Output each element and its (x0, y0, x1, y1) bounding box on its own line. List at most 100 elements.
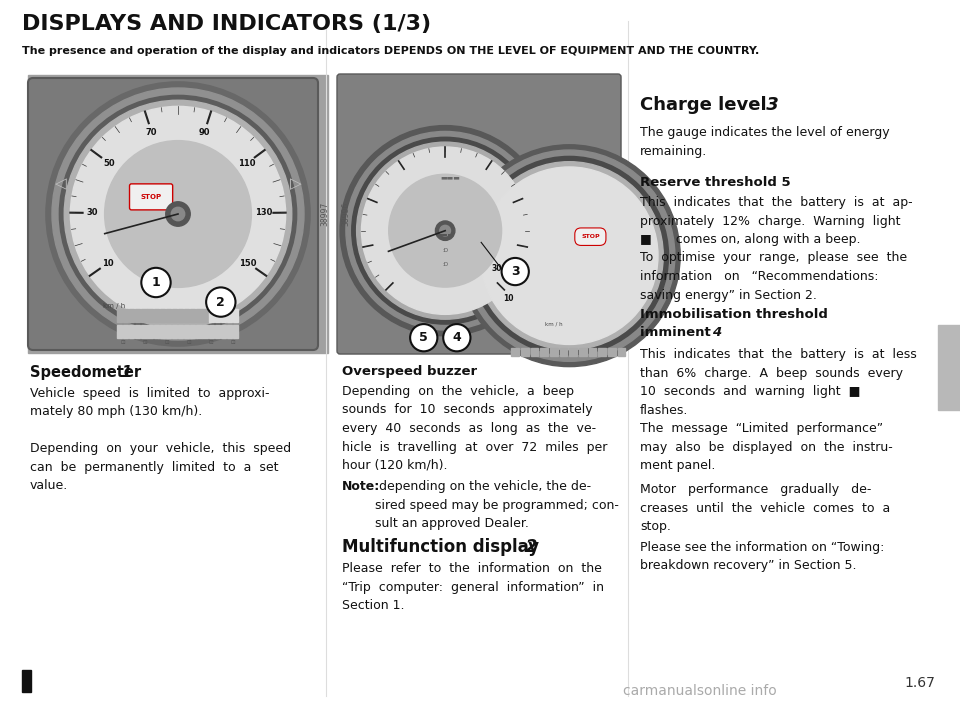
Circle shape (171, 207, 184, 221)
Text: km / h: km / h (104, 302, 126, 309)
Circle shape (46, 82, 310, 346)
Text: 1: 1 (121, 365, 132, 380)
Circle shape (475, 162, 663, 350)
Circle shape (166, 202, 190, 226)
Bar (178, 325, 183, 337)
FancyBboxPatch shape (130, 184, 173, 210)
Bar (166, 310, 171, 322)
Circle shape (141, 268, 171, 297)
Bar (203, 325, 207, 337)
Text: ▬▬▬: ▬▬▬ (440, 174, 460, 180)
Text: The presence and operation of the display and indicators DEPENDS ON THE LEVEL OF: The presence and operation of the displa… (22, 46, 759, 56)
Bar (215, 325, 220, 337)
Text: ▷: ▷ (290, 176, 301, 191)
Text: Immobilisation threshold: Immobilisation threshold (640, 308, 828, 321)
Text: Charge level: Charge level (640, 96, 767, 114)
Text: 3: 3 (760, 96, 779, 114)
Bar (184, 310, 189, 322)
Bar (141, 325, 147, 337)
Circle shape (501, 258, 529, 285)
Bar (135, 310, 140, 322)
Text: ⊡: ⊡ (230, 340, 235, 345)
Bar (190, 310, 196, 322)
Text: ⊡: ⊡ (143, 340, 147, 345)
Text: 3: 3 (511, 265, 519, 278)
Text: 30: 30 (492, 264, 502, 273)
Bar (550, 348, 558, 356)
Text: 4: 4 (712, 326, 721, 339)
Circle shape (52, 88, 304, 340)
Bar (28, 75, 328, 353)
Bar (221, 325, 226, 337)
Bar (184, 325, 189, 337)
Circle shape (436, 221, 455, 241)
Text: 2: 2 (520, 538, 538, 556)
Bar (154, 325, 158, 337)
Text: Overspeed buzzer: Overspeed buzzer (342, 365, 477, 378)
Text: Please see the information on “Towing:
breakdown recovery” in Section 5.: Please see the information on “Towing: b… (640, 541, 884, 572)
Text: 38996: 38996 (342, 202, 350, 226)
Text: 1: 1 (152, 276, 160, 289)
Text: 10: 10 (102, 258, 113, 268)
Bar (215, 310, 220, 322)
Circle shape (356, 142, 534, 320)
Circle shape (206, 288, 235, 317)
Circle shape (70, 106, 286, 322)
Bar (579, 348, 587, 356)
Bar (233, 310, 238, 322)
Circle shape (410, 324, 438, 351)
Circle shape (481, 167, 658, 344)
Text: ⊡: ⊡ (121, 340, 125, 345)
Text: imminent: imminent (640, 326, 715, 339)
Circle shape (444, 324, 470, 351)
Text: Motor   performance   gradually   de-
creases  until  the  vehicle  comes  to  a: Motor performance gradually de- creases … (640, 483, 890, 533)
Bar (208, 325, 214, 337)
Bar (154, 310, 158, 322)
Bar (172, 310, 177, 322)
Text: STOP: STOP (581, 234, 600, 239)
Bar (178, 310, 183, 322)
Bar (117, 325, 122, 337)
Text: :D: :D (443, 262, 448, 267)
Text: 130: 130 (255, 209, 273, 217)
Text: 5: 5 (420, 331, 428, 344)
Text: ◁: ◁ (55, 176, 66, 191)
Bar (166, 325, 171, 337)
Bar (521, 348, 529, 356)
Text: This  indicates  that  the  battery  is  at  ap-
proximately  12%  charge.  Warn: This indicates that the battery is at ap… (640, 196, 913, 302)
Bar (338, 75, 620, 353)
Bar (531, 348, 539, 356)
Text: Vehicle  speed  is  limited  to  approxi-
mately 80 mph (130 km/h).: Vehicle speed is limited to approxi- mat… (30, 387, 270, 418)
Text: :D: :D (443, 248, 448, 253)
Circle shape (389, 174, 501, 287)
Text: depending on the vehicle, the de-
sired speed may be programmed; con-
sult an ap: depending on the vehicle, the de- sired … (375, 480, 619, 530)
Circle shape (362, 147, 529, 315)
Circle shape (340, 126, 550, 336)
Bar (197, 310, 202, 322)
Bar (208, 310, 214, 322)
Bar (123, 310, 128, 322)
Bar (148, 325, 153, 337)
Text: This  indicates  that  the  battery  is  at  less
than  6%  charge.  A  beep  so: This indicates that the battery is at le… (640, 348, 917, 472)
Circle shape (346, 131, 544, 330)
Text: ⊡: ⊡ (165, 340, 169, 345)
Circle shape (470, 156, 668, 355)
Circle shape (64, 100, 292, 328)
Circle shape (105, 141, 252, 288)
Text: Multifunction display: Multifunction display (342, 538, 540, 556)
FancyBboxPatch shape (28, 78, 318, 350)
Bar (203, 310, 207, 322)
Bar (608, 348, 615, 356)
Text: km / h: km / h (544, 322, 563, 327)
Bar (123, 325, 128, 337)
Circle shape (351, 137, 539, 324)
Text: 10: 10 (503, 294, 514, 302)
Bar (197, 325, 202, 337)
Circle shape (464, 150, 675, 361)
FancyBboxPatch shape (337, 74, 621, 354)
Bar (227, 325, 232, 337)
Text: 110: 110 (238, 158, 255, 168)
Bar (129, 325, 134, 337)
Bar (129, 310, 134, 322)
Text: 90: 90 (199, 128, 210, 137)
